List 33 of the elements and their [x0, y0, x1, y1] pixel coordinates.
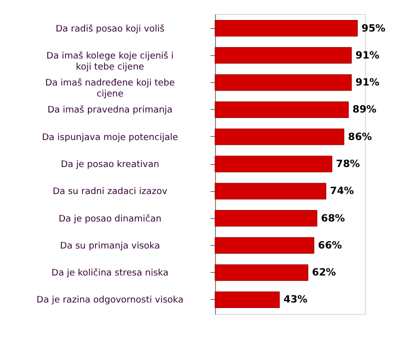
data-label: 91%: [356, 50, 380, 62]
y-tick-label: Da je posao kreativan: [60, 160, 160, 170]
y-tick-label: Da imaš pravedna primanja: [47, 104, 173, 116]
bar: [214, 47, 352, 64]
data-label: 68%: [321, 213, 345, 224]
data-label: 74%: [330, 186, 354, 198]
data-label: 66%: [318, 240, 342, 252]
y-tick-label: Da imaš nadređene koji tebe cijene: [45, 78, 176, 100]
data-label: 86%: [348, 132, 372, 143]
bar: [214, 264, 308, 281]
y-tick-label: Da su radni zadaci izazov: [52, 187, 168, 198]
y-tick-label: Da je razina odgovornosti visoka: [36, 296, 184, 306]
bar: [214, 74, 352, 91]
y-tick-label: Da imaš kolege koje cijeniš i koji tebe cijene: [46, 50, 174, 72]
bar: [214, 210, 318, 227]
data-label: 95%: [362, 23, 386, 34]
bar: [214, 156, 332, 172]
data-label: 62%: [312, 268, 336, 279]
bar: [214, 182, 326, 200]
bar: [214, 291, 280, 308]
data-label: 89%: [352, 104, 376, 116]
y-tick-label: Da radiš posao koji voliš: [56, 23, 165, 34]
data-label: 78%: [336, 159, 360, 170]
bar: [214, 20, 358, 37]
y-tick-label: Da je posao dinamičan: [58, 213, 162, 224]
bar: [214, 237, 314, 254]
data-label: 91%: [356, 78, 380, 89]
bar: [214, 128, 344, 146]
y-tick-label: Da je količina stresa niska: [52, 268, 168, 279]
bar: [214, 101, 349, 118]
data-label: 43%: [284, 294, 308, 306]
y-tick-label: Da su primanja visoka: [60, 241, 160, 252]
y-tick-label: Da ispunjava moje potencijale: [42, 132, 178, 143]
